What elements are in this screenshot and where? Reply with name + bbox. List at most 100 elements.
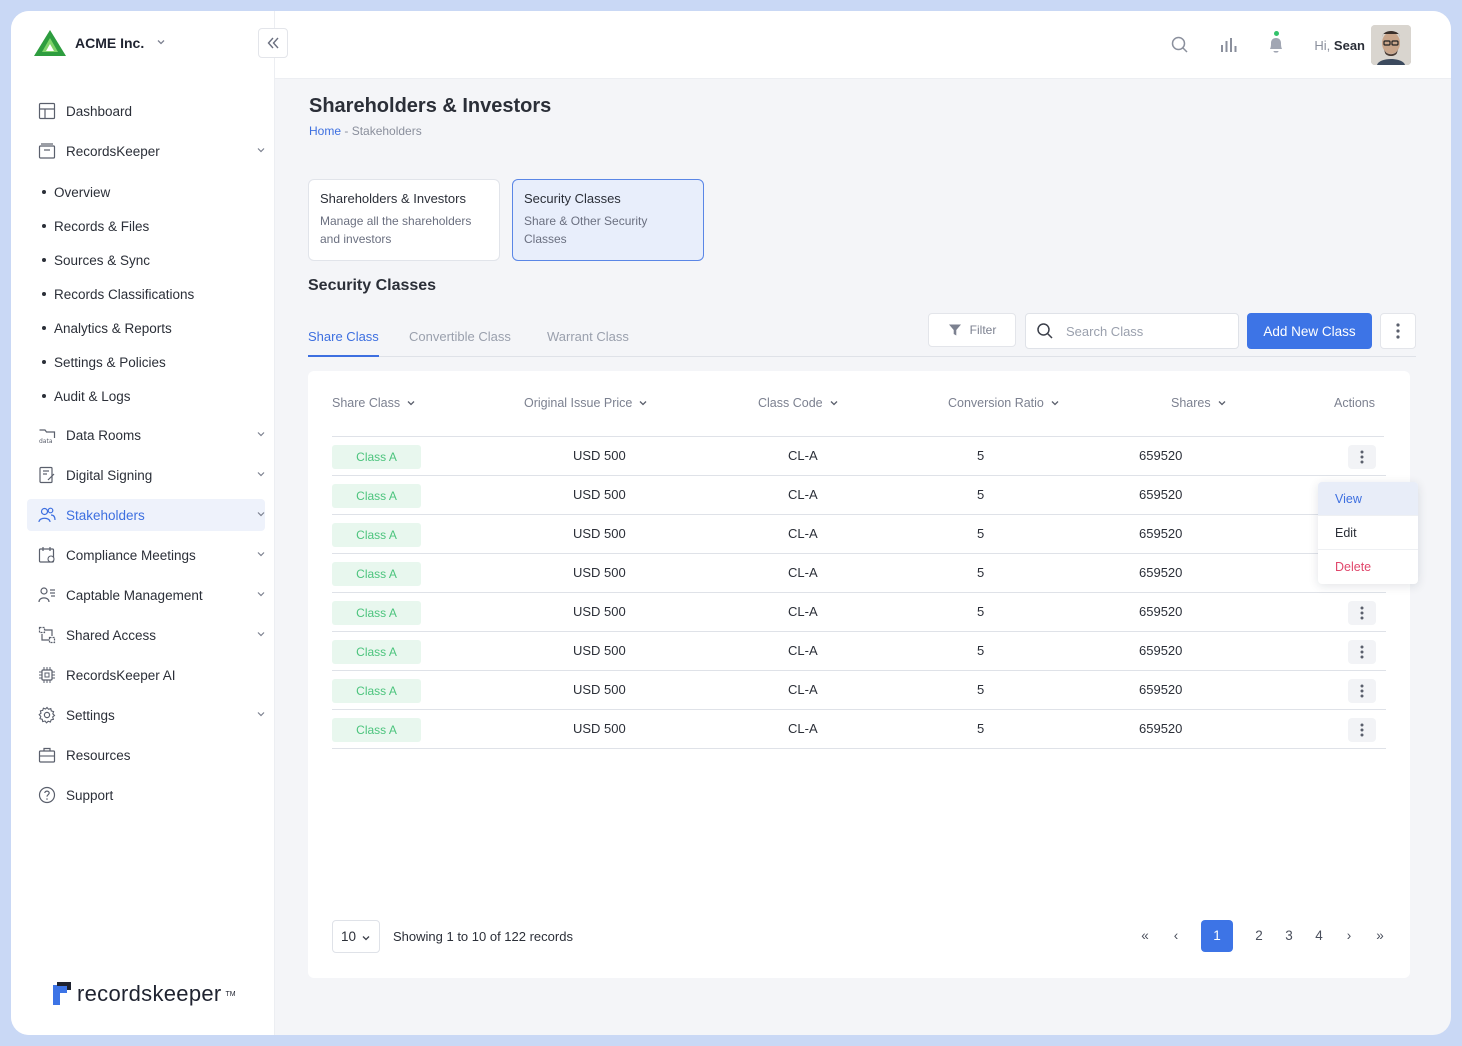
sidebar-subitem-label: Records & Files xyxy=(54,218,150,234)
sidebar-subitem-sources-sync[interactable]: Sources & Sync xyxy=(27,243,265,277)
kebab-menu-icon xyxy=(1396,323,1400,339)
menu-item-edit[interactable]: Edit xyxy=(1318,516,1418,550)
sidebar-subitem-label: Sources & Sync xyxy=(54,252,151,268)
sidebar-item-recordskeeper-ai[interactable]: RecordsKeeper AI xyxy=(27,659,265,691)
security-classes-table: Share Class Original Issue Price Class C… xyxy=(308,371,1410,978)
column-header-conversion-ratio[interactable]: Conversion Ratio xyxy=(948,396,1060,410)
page-2-button[interactable]: 2 xyxy=(1255,928,1263,943)
sort-chevron-icon xyxy=(639,401,647,406)
menu-item-delete[interactable]: Delete xyxy=(1335,560,1372,574)
filter-button[interactable]: Filter xyxy=(928,313,1016,347)
cell-original-issue-price: USD 500 xyxy=(573,487,626,502)
help-icon xyxy=(38,786,56,804)
share-class-badge: Class A xyxy=(332,484,421,508)
chevron-down-icon[interactable] xyxy=(255,708,267,720)
menu-item-view[interactable]: View xyxy=(1318,482,1418,516)
sidebar-subitem-records-classifications[interactable]: Records Classifications xyxy=(27,277,265,311)
column-header-class-code[interactable]: Class Code xyxy=(758,396,839,410)
first-page-button[interactable]: « xyxy=(1141,928,1149,943)
org-name: ACME Inc. xyxy=(75,35,145,51)
sidebar-item-digital-signing[interactable]: Digital Signing xyxy=(27,459,265,491)
page-size-select[interactable]: 10 xyxy=(332,920,380,953)
page-size-value: 10 xyxy=(341,929,357,944)
sidebar-item-label: Settings xyxy=(66,707,115,723)
avatar[interactable] xyxy=(1371,25,1411,65)
card-security-classes[interactable]: Security Classes Share & Other Security … xyxy=(512,179,704,261)
sidebar-item-data-rooms[interactable]: data Data Rooms xyxy=(27,419,265,451)
sidebar-item-shared-access[interactable]: Shared Access xyxy=(27,619,265,651)
sidebar-item-resources[interactable]: Resources xyxy=(27,739,265,771)
chevron-down-icon[interactable] xyxy=(255,588,267,600)
row-actions-button[interactable] xyxy=(1348,679,1376,703)
sidebar-item-compliance-meetings[interactable]: Compliance Meetings xyxy=(27,539,265,571)
chevron-down-icon[interactable] xyxy=(255,628,267,640)
cell-shares: 659520 xyxy=(1139,565,1183,580)
sidebar-item-dashboard[interactable]: Dashboard xyxy=(27,95,265,127)
sidebar-item-support[interactable]: Support xyxy=(27,779,265,811)
acme-logo-icon xyxy=(34,30,66,56)
next-page-button[interactable]: › xyxy=(1346,928,1352,943)
bell-icon[interactable] xyxy=(1266,31,1286,55)
card-shareholders-investors[interactable]: Shareholders & Investors Manage all the … xyxy=(308,179,500,261)
topbar: Hi, Sean xyxy=(275,11,1451,79)
kebab-menu-icon xyxy=(1360,645,1364,659)
tab-share-class[interactable]: Share Class xyxy=(308,329,379,357)
sidebar: ACME Inc. Dashboard RecordsKeeper Overvi… xyxy=(11,11,275,1035)
share-class-badge: Class A xyxy=(332,718,421,742)
table-row: Class A USD 500 CL-A 5 659520 xyxy=(332,515,1386,554)
sidebar-subitem-analytics-reports[interactable]: Analytics & Reports xyxy=(27,311,265,345)
cell-conversion-ratio: 5 xyxy=(977,643,985,658)
recordskeeper-mark-icon xyxy=(53,982,71,1005)
chevron-down-icon[interactable] xyxy=(255,428,267,440)
page-4-button[interactable]: 4 xyxy=(1315,928,1323,943)
column-header-label: Actions xyxy=(1334,396,1375,410)
row-actions-button[interactable] xyxy=(1348,640,1376,664)
collapse-sidebar-button[interactable] xyxy=(258,28,288,58)
row-actions-button[interactable] xyxy=(1348,601,1376,625)
sidebar-subitem-settings-policies[interactable]: Settings & Policies xyxy=(27,345,265,379)
sidebar-item-label: RecordsKeeper xyxy=(66,143,160,159)
footer-brand-text: recordskeeper xyxy=(77,981,222,1006)
sidebar-subitem-label: Audit & Logs xyxy=(54,388,131,404)
row-actions-button[interactable] xyxy=(1348,445,1376,469)
page-1-button[interactable]: 1 xyxy=(1201,920,1233,952)
sidebar-item-captable-management[interactable]: Captable Management xyxy=(27,579,265,611)
org-switcher[interactable]: ACME Inc. xyxy=(33,29,166,57)
chevron-down-icon[interactable] xyxy=(255,468,267,480)
chevron-down-icon[interactable] xyxy=(255,548,267,560)
chevron-down-icon[interactable] xyxy=(255,144,267,156)
row-actions-button[interactable] xyxy=(1348,718,1376,742)
table-row: Class A USD 500 CL-A 5 659520 xyxy=(332,632,1386,671)
tab-convertible-class[interactable]: Convertible Class xyxy=(409,329,511,344)
column-header-share-class[interactable]: Share Class xyxy=(332,396,416,410)
page-3-button[interactable]: 3 xyxy=(1285,928,1293,943)
cell-class-code: CL-A xyxy=(788,682,818,697)
dashboard-icon xyxy=(38,102,56,120)
sidebar-item-label: Dashboard xyxy=(66,103,133,119)
chevron-down-icon[interactable] xyxy=(255,508,267,520)
sidebar-subitem-overview[interactable]: Overview xyxy=(27,175,265,209)
sidebar-item-stakeholders[interactable]: Stakeholders xyxy=(27,499,265,531)
table-row: Class A USD 500 CL-A 5 659520 xyxy=(332,554,1386,593)
search-class-box[interactable] xyxy=(1025,313,1239,349)
add-new-class-button[interactable]: Add New Class xyxy=(1247,313,1372,349)
column-header-shares[interactable]: Shares xyxy=(1171,396,1227,410)
search-class-input[interactable] xyxy=(1066,323,1226,339)
share-class-badge: Class A xyxy=(332,640,421,664)
sidebar-subitem-records-files[interactable]: Records & Files xyxy=(27,209,265,243)
section-title: Security Classes xyxy=(308,277,437,294)
breadcrumb-home-link[interactable]: Home xyxy=(309,124,342,138)
sidebar-subitem-audit-logs[interactable]: Audit & Logs xyxy=(27,379,265,413)
last-page-button[interactable]: » xyxy=(1376,928,1384,943)
search-icon[interactable] xyxy=(1170,35,1190,55)
sidebar-item-recordskeeper[interactable]: RecordsKeeper xyxy=(27,135,265,167)
user-list-icon xyxy=(38,586,56,604)
prev-page-button[interactable]: ‹ xyxy=(1173,928,1179,943)
column-header-original-issue-price[interactable]: Original Issue Price xyxy=(524,396,648,410)
tab-warrant-class[interactable]: Warrant Class xyxy=(547,329,629,344)
sidebar-item-settings[interactable]: Settings xyxy=(27,699,265,731)
cell-shares: 659520 xyxy=(1139,526,1183,541)
analytics-icon[interactable] xyxy=(1218,35,1238,55)
more-options-button[interactable] xyxy=(1380,313,1416,349)
search-icon xyxy=(1037,323,1053,339)
